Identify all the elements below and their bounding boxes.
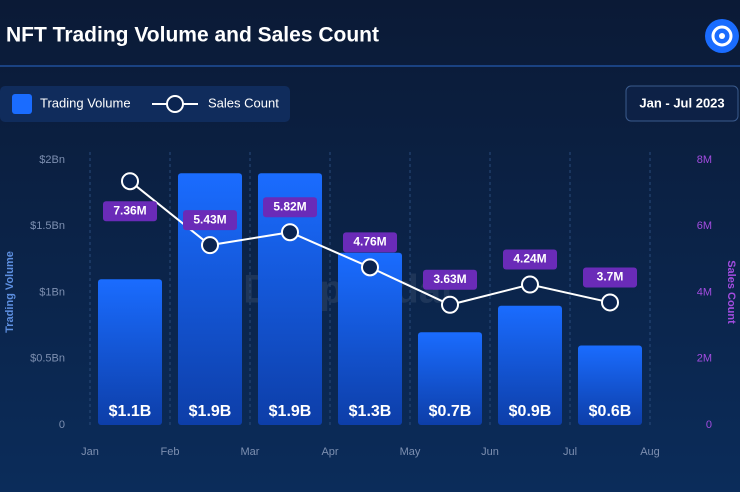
y2-axis-label: Sales Count	[725, 260, 737, 324]
y-tick-label: $0.5Bn	[30, 353, 65, 365]
x-tick-label: Jun	[481, 446, 499, 458]
legend-marker	[166, 95, 184, 113]
y2-tick-label: 8M	[697, 154, 712, 166]
y-tick-label: $2Bn	[39, 154, 65, 166]
bar	[418, 332, 482, 425]
line-marker	[121, 172, 139, 191]
bar-value-label: $0.7B	[429, 403, 472, 420]
logo	[705, 19, 739, 53]
y2-tick-label: 0	[706, 419, 712, 431]
x-tick-label: Jul	[563, 446, 577, 458]
value-label-box	[263, 197, 317, 218]
value-label-box	[503, 249, 557, 270]
date-range-label: Jan - Jul 2023	[639, 95, 724, 110]
legend-swatch	[12, 94, 32, 114]
value-label-box	[583, 267, 637, 288]
y-tick-label: $1Bn	[39, 286, 65, 298]
x-tick-label: Aug	[640, 446, 660, 458]
line-value-label: 3.7M	[597, 270, 624, 284]
chart-title: NFT Trading Volume and Sales Count	[6, 24, 379, 47]
date-range-button[interactable]	[625, 85, 739, 122]
legend-label: Trading Volume	[40, 95, 131, 110]
line-marker	[521, 275, 539, 294]
line-marker	[201, 236, 219, 255]
line-marker	[361, 258, 379, 277]
bar-value-label: $1.9B	[189, 403, 232, 420]
x-tick-label: May	[400, 446, 421, 458]
bar	[338, 252, 402, 425]
line-value-label: 4.76M	[353, 234, 386, 248]
value-label-box	[183, 210, 237, 231]
bar	[178, 173, 242, 425]
line-marker	[441, 295, 459, 314]
bar	[98, 279, 162, 425]
line-marker	[281, 223, 299, 242]
bar-value-label: $0.9B	[509, 403, 552, 420]
bar-value-label: $1.3B	[349, 403, 392, 420]
value-label-box	[343, 232, 397, 253]
value-label-box	[423, 269, 477, 290]
y-tick-label: 0	[59, 419, 65, 431]
bar-value-label: $1.1B	[109, 403, 152, 420]
line-value-label: 4.24M	[513, 252, 546, 266]
value-label-box	[103, 201, 157, 222]
line-value-label: 7.36M	[113, 203, 146, 217]
legend-label: Sales Count	[208, 95, 279, 110]
y2-tick-label: 6M	[697, 220, 712, 232]
line-value-label: 5.82M	[273, 199, 306, 213]
bar	[258, 173, 322, 425]
line-value-label: 5.43M	[193, 212, 226, 226]
x-tick-label: Mar	[241, 446, 260, 458]
line-value-label: 3.63M	[433, 272, 466, 286]
bar	[498, 305, 562, 425]
bar-value-label: $0.6B	[589, 403, 632, 420]
y-axis-label: Trading Volume	[4, 251, 16, 333]
y-tick-label: $1.5Bn	[30, 220, 65, 232]
line-marker	[601, 293, 619, 312]
bar-value-label: $1.9B	[269, 403, 312, 420]
x-tick-label: Jan	[81, 446, 99, 458]
x-tick-label: Feb	[161, 446, 180, 458]
x-tick-label: Apr	[321, 446, 338, 458]
y2-tick-label: 2M	[697, 353, 712, 365]
bar	[578, 345, 642, 425]
y2-tick-label: 4M	[697, 286, 712, 298]
legend	[0, 86, 290, 122]
